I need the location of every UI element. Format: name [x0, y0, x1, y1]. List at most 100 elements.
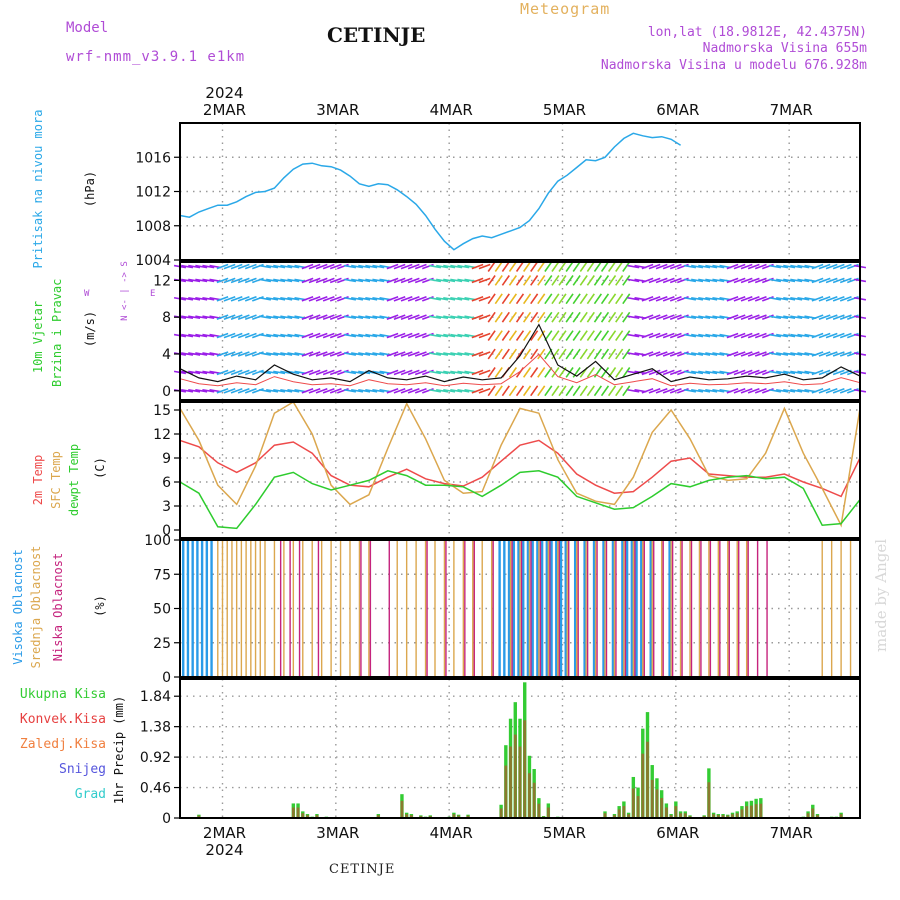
wind-arrow — [188, 370, 201, 375]
wind-arrow — [522, 261, 532, 272]
wind-y-tick-label: 12 — [153, 273, 171, 289]
wind-arrow — [586, 311, 595, 323]
wind-arrow — [698, 296, 711, 301]
wind-arrow — [478, 332, 491, 339]
wind-arrow — [797, 296, 810, 301]
temp-y-tick-label: 12 — [153, 427, 171, 443]
wind-arrow — [600, 261, 610, 272]
precip-bar-conv — [315, 815, 319, 818]
wind-arrow — [662, 263, 675, 270]
wind-arrow — [669, 295, 682, 302]
wind-arrow — [747, 263, 760, 270]
wind-arrow — [393, 263, 406, 270]
wind-arrow — [436, 315, 449, 320]
wind-arrow — [273, 315, 286, 320]
wind-arrow — [565, 330, 574, 341]
wind-arrow — [230, 369, 243, 376]
wind-arrow — [747, 369, 760, 376]
wind-arrow — [544, 293, 553, 305]
precip-bar-conv — [537, 803, 541, 818]
wind-arrow — [537, 311, 546, 323]
wind-arrow — [414, 314, 427, 321]
wind-arrow — [508, 293, 518, 305]
wind-arrow — [754, 351, 767, 357]
wind-arrow — [216, 314, 229, 321]
wind-arrow — [301, 387, 314, 394]
wind-arrow — [648, 369, 661, 376]
pressure-y-tick-label: 1016 — [135, 150, 171, 166]
wind-arrow — [407, 387, 420, 394]
wind-arrow — [558, 293, 567, 305]
wind-arrow — [579, 330, 588, 341]
wind-arrow — [487, 385, 496, 397]
wind-arrow — [641, 332, 654, 339]
wind-arrow — [407, 277, 420, 284]
wind-arrow — [825, 332, 838, 339]
wind-arrow — [641, 369, 654, 376]
wind-arrow — [244, 332, 257, 339]
wind-arrow — [372, 315, 385, 320]
wind-arrow — [655, 369, 668, 376]
wind-arrow — [487, 367, 496, 378]
wind-arrow — [494, 348, 503, 360]
precip-bar-conv — [291, 807, 295, 818]
wind-arrow — [662, 277, 675, 284]
wind-arrow — [322, 369, 335, 376]
wind-arrow — [494, 311, 503, 323]
precip-bar-conv — [731, 814, 734, 818]
cloud-y-tick-label: 100 — [144, 533, 171, 549]
wind-arrow — [216, 332, 229, 339]
wind-arrow — [365, 333, 378, 338]
wind-arrow — [818, 314, 831, 321]
wind-arrow — [551, 330, 560, 341]
wind-arrow — [280, 278, 293, 283]
wind-arrow — [768, 315, 782, 320]
wind-arrow — [726, 314, 739, 321]
wind-arrow — [648, 277, 661, 284]
wind-arrow — [400, 369, 413, 376]
temp-y-tick-label: 3 — [162, 499, 171, 515]
altitude-text: Nadmorska Visina 655m — [702, 41, 867, 56]
wind-arrow — [593, 330, 603, 341]
wind-arrow — [428, 264, 442, 269]
wind-arrow — [607, 261, 617, 272]
wind-arrow — [622, 330, 631, 341]
cloud-y-tick-label: 0 — [162, 670, 171, 686]
wind-arrow — [400, 277, 413, 284]
precip-bar-conv — [376, 815, 380, 818]
wind-arrow — [615, 293, 624, 305]
wind-arrow — [308, 277, 321, 284]
pressure-y-tick-label: 1012 — [135, 185, 171, 201]
wind-arrow — [691, 296, 704, 301]
wind-arrow — [797, 352, 810, 356]
precip-bar-conv — [816, 815, 819, 818]
wind-arrow — [558, 261, 567, 272]
precip-bar-conv — [532, 782, 536, 818]
precip-bar-conv — [735, 813, 739, 818]
wind-arrow — [471, 277, 484, 284]
wind-arrow — [726, 332, 739, 339]
wind-arrow — [315, 387, 328, 394]
wind-arrow — [230, 351, 243, 357]
wind-arrow — [308, 263, 321, 270]
wind-arrow — [244, 314, 257, 321]
precip-bar-conv — [528, 773, 531, 818]
wind-arrow — [414, 369, 427, 376]
wind-arrow — [783, 315, 796, 320]
wind-arrow — [195, 278, 208, 283]
wind-arrow — [428, 315, 442, 320]
wind-arrow — [478, 351, 491, 357]
wind-arrow — [818, 277, 831, 284]
wind-arrow — [551, 348, 560, 360]
wind-arrow — [705, 315, 718, 320]
wind-arrow — [733, 295, 746, 302]
precip-bar-conv — [839, 814, 843, 818]
wind-arrow — [811, 351, 824, 357]
wind-arrow — [515, 385, 525, 397]
wind-arrow — [315, 263, 328, 270]
wind-arrow — [365, 388, 378, 393]
wind-arrow — [579, 275, 588, 286]
model-name: wrf-nmm_v3.9.1 e1km — [66, 49, 246, 65]
wind-arrow — [790, 278, 803, 283]
wind-arrow — [600, 330, 610, 341]
